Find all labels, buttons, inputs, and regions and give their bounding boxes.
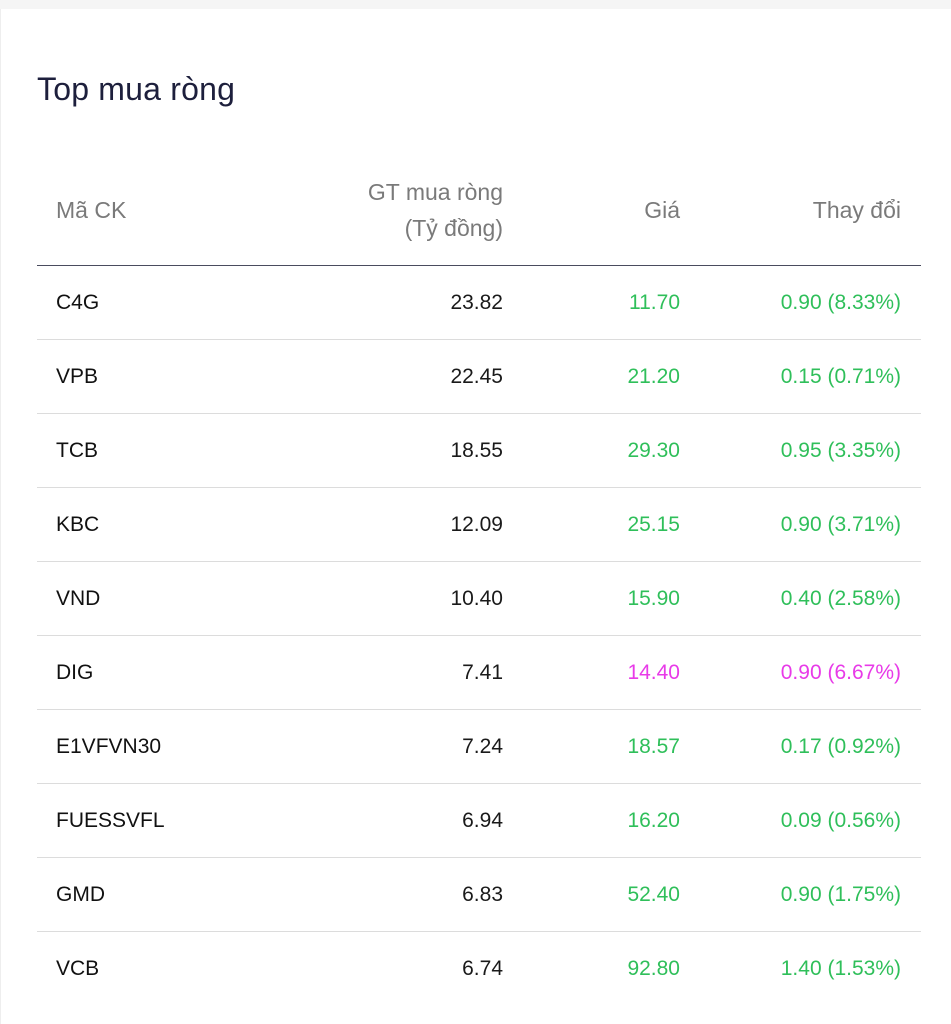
table-row[interactable]: FUESSVFL 6.94 16.20 0.09 (0.56%): [37, 784, 921, 858]
stock-code[interactable]: TCB: [56, 438, 98, 462]
card-title: Top mua ròng: [37, 71, 236, 107]
change: 0.90 (1.75%): [780, 882, 901, 906]
table-row[interactable]: E1VFVN30 7.24 18.57 0.17 (0.92%): [37, 710, 921, 784]
change: 0.09 (0.56%): [780, 808, 901, 832]
net-buy-value: 6.94: [462, 808, 503, 832]
change: 0.95 (3.35%): [780, 438, 901, 462]
price: 14.40: [627, 660, 680, 684]
stock-code[interactable]: VND: [56, 586, 101, 610]
price: 25.15: [627, 512, 680, 536]
price: 52.40: [627, 882, 680, 906]
header-price: Giá: [644, 196, 680, 223]
top-net-buy-card: Top mua ròng Mã CK GT mua ròng (Tỷ đồng)…: [0, 9, 951, 1024]
net-buy-value: 22.45: [450, 364, 503, 388]
stock-code[interactable]: VCB: [56, 956, 100, 980]
stock-code[interactable]: VPB: [56, 364, 99, 388]
table-body: C4G 23.82 11.70 0.90 (8.33%) VPB 22.45 2…: [37, 266, 921, 1006]
net-buy-value: 10.40: [450, 586, 503, 610]
price: 21.20: [627, 364, 680, 388]
table-row[interactable]: DIG 7.41 14.40 0.90 (6.67%): [37, 636, 921, 710]
top-strip: [0, 0, 951, 9]
stock-code[interactable]: C4G: [56, 290, 100, 314]
header-net-buy-value-line2: (Tỷ đồng): [404, 214, 503, 241]
price: 16.20: [627, 808, 680, 832]
table-row[interactable]: VND 10.40 15.90 0.40 (2.58%): [37, 562, 921, 636]
change: 1.40 (1.53%): [780, 956, 901, 980]
price: 92.80: [627, 956, 680, 980]
net-buy-value: 18.55: [450, 438, 503, 462]
net-buy-value: 7.41: [462, 660, 503, 684]
table-row[interactable]: TCB 18.55 29.30 0.95 (3.35%): [37, 414, 921, 488]
net-buy-value: 23.82: [450, 290, 503, 314]
stock-code[interactable]: E1VFVN30: [56, 734, 162, 758]
change: 0.17 (0.92%): [780, 734, 901, 758]
header-net-buy-value: GT mua ròng (Tỷ đồng): [368, 154, 503, 265]
table-row[interactable]: VPB 22.45 21.20 0.15 (0.71%): [37, 340, 921, 414]
price: 29.30: [627, 438, 680, 462]
change: 0.90 (3.71%): [780, 512, 901, 536]
stock-code[interactable]: GMD: [56, 882, 105, 906]
table-row[interactable]: C4G 23.82 11.70 0.90 (8.33%): [37, 266, 921, 340]
stock-code[interactable]: KBC: [56, 512, 100, 536]
net-buy-value: 6.83: [462, 882, 503, 906]
table-header: Mã CK GT mua ròng (Tỷ đồng) Giá Thay đổi: [37, 154, 921, 266]
net-buy-table: Mã CK GT mua ròng (Tỷ đồng) Giá Thay đổi…: [37, 154, 921, 1006]
table-row[interactable]: VCB 6.74 92.80 1.40 (1.53%): [37, 932, 921, 1006]
stock-code[interactable]: FUESSVFL: [56, 808, 165, 832]
header-code: Mã CK: [56, 196, 127, 223]
table-row[interactable]: KBC 12.09 25.15 0.90 (3.71%): [37, 488, 921, 562]
price: 11.70: [629, 290, 680, 314]
net-buy-value: 12.09: [450, 512, 503, 536]
price: 15.90: [627, 586, 680, 610]
header-change: Thay đổi: [812, 196, 901, 223]
header-net-buy-value-line1: GT mua ròng: [367, 178, 503, 205]
change: 0.40 (2.58%): [780, 586, 901, 610]
net-buy-value: 7.24: [462, 734, 503, 758]
stock-code[interactable]: DIG: [56, 660, 94, 684]
table-row[interactable]: GMD 6.83 52.40 0.90 (1.75%): [37, 858, 921, 932]
price: 18.57: [627, 734, 680, 758]
change: 0.90 (6.67%): [780, 660, 901, 684]
change: 0.90 (8.33%): [780, 290, 901, 314]
net-buy-value: 6.74: [462, 956, 503, 980]
change: 0.15 (0.71%): [780, 364, 901, 388]
